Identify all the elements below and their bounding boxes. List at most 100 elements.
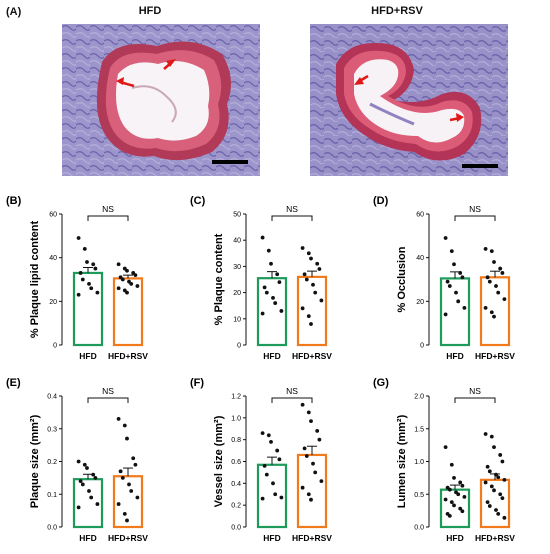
y-tick-label: 50 [233, 212, 241, 219]
data-point [306, 314, 311, 319]
micrograph-hfd-rsv [310, 24, 508, 176]
chart-panel-b: (B) % Plaque lipid content 0 20 40 60 HFD HFD+R… [6, 195, 148, 361]
data-point [447, 513, 452, 518]
data-point [269, 439, 273, 444]
y-tick-label: 1.2 [231, 394, 241, 401]
data-point [447, 487, 452, 492]
y-tick-label: 30 [233, 264, 241, 271]
data-point [500, 496, 505, 501]
data-point [122, 512, 127, 516]
data-point [279, 309, 284, 313]
data-point [498, 266, 503, 271]
data-point [502, 297, 507, 302]
data-point [133, 273, 138, 278]
data-point [313, 470, 318, 475]
x-tick-label: HFD+RSV [108, 351, 148, 361]
y-tick-label: 20 [233, 290, 241, 297]
y-tick-label: 0.2 [231, 503, 241, 510]
x-tick-label: HFD [79, 351, 96, 361]
y-tick-label: 0.1 [47, 492, 57, 499]
panel-letter: (E) [6, 377, 21, 389]
data-point [87, 489, 91, 493]
data-point [317, 267, 322, 271]
data-point [489, 484, 494, 489]
scale-bar [212, 160, 248, 164]
data-point [269, 261, 273, 266]
y-tick-label: 0.8 [231, 437, 241, 444]
y-tick-label: 0.5 [414, 492, 424, 499]
x-tick-label: HFD+RSV [108, 533, 148, 543]
data-point [116, 262, 121, 267]
panel-letter: (C) [190, 195, 206, 207]
data-point [502, 477, 507, 482]
chart-panel-f: (F) Vessel size (mm²) 0.0 0.2 0.4 0.6 0.8 1.0 1.… [190, 377, 332, 543]
data-point [122, 423, 127, 428]
significance-bracket [87, 397, 129, 403]
data-point [443, 236, 448, 240]
scale-bar [462, 164, 498, 168]
x-tick-label: HFD+RSV [475, 533, 515, 543]
data-point [485, 464, 490, 469]
data-point [462, 494, 467, 499]
data-point [309, 256, 313, 261]
data-point [485, 500, 490, 505]
significance-label: NS [469, 204, 481, 214]
data-point [89, 286, 94, 291]
data-point [262, 463, 267, 468]
data-point [116, 286, 121, 291]
data-point [85, 260, 89, 264]
data-point [496, 475, 501, 480]
y-tick-label: 0.0 [231, 525, 241, 532]
y-tick-label: 60 [416, 212, 424, 219]
significance-label: NS [102, 386, 114, 396]
y-axis-label: % Plaque lipid content [29, 220, 41, 338]
data-point [89, 495, 94, 500]
y-axis-label: Lumen size (mm²) [396, 414, 408, 508]
data-point [300, 402, 305, 407]
data-point [319, 298, 324, 303]
data-point [500, 271, 505, 275]
data-point [82, 247, 87, 251]
data-point [492, 314, 496, 319]
panel-letter: (F) [190, 377, 204, 389]
data-point [277, 280, 282, 285]
bar-hfd-rsv [296, 453, 328, 529]
data-point [87, 281, 91, 286]
data-point [273, 301, 278, 305]
data-point [264, 472, 269, 477]
data-point [302, 272, 307, 277]
data-point [260, 311, 265, 316]
data-point [487, 504, 492, 508]
data-point [85, 466, 89, 470]
data-point [445, 279, 450, 284]
data-point [452, 262, 456, 267]
data-point [300, 485, 305, 490]
data-point [498, 453, 503, 457]
y-tick-label: 1.0 [414, 459, 424, 466]
data-point [494, 472, 498, 477]
data-point [452, 475, 456, 480]
data-point [462, 305, 467, 310]
data-point [118, 469, 123, 474]
data-point [116, 502, 121, 506]
data-point [82, 462, 87, 467]
data-point [311, 461, 315, 466]
data-point [483, 247, 488, 251]
data-point [454, 290, 458, 295]
data-point [260, 496, 265, 501]
y-tick-label: 40 [233, 238, 241, 245]
data-point [456, 492, 461, 497]
data-point [129, 489, 134, 493]
data-point [498, 492, 503, 497]
data-point [496, 512, 501, 516]
data-point [500, 459, 505, 464]
bar-hfd-rsv [296, 275, 328, 347]
significance-label: NS [286, 204, 298, 214]
data-point [78, 271, 83, 275]
data-point [273, 492, 278, 497]
chart-panel-d: (D) % Occlusion 0 20 40 60 HFD HFD+RSV NS [373, 195, 515, 361]
data-point [447, 284, 452, 288]
bar-hfd-rsv [479, 478, 511, 529]
x-tick-label: HFD [446, 351, 463, 361]
y-tick-label: 0.0 [47, 525, 57, 532]
